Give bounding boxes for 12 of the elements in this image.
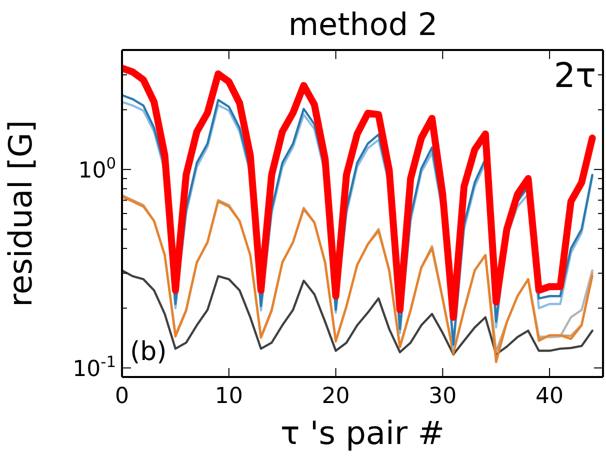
y-axis-title: residual [G] (1, 120, 40, 307)
y-tick-label: 10$^{0}$ (78, 154, 116, 184)
chart-title: method 2 (287, 6, 439, 44)
x-tick-label: 40 (536, 384, 564, 409)
x-axis-title: τ 's pair # (280, 414, 445, 452)
y-tick-label: 10$^{-1}$ (72, 352, 116, 382)
x-tick-label: 10 (214, 384, 243, 409)
x-tick-label: 30 (428, 384, 457, 409)
annotation: (b) (130, 337, 167, 367)
x-tick-label: 20 (322, 384, 350, 409)
x-tick-label: 0 (115, 384, 129, 409)
annotation: 2τ (554, 56, 596, 96)
